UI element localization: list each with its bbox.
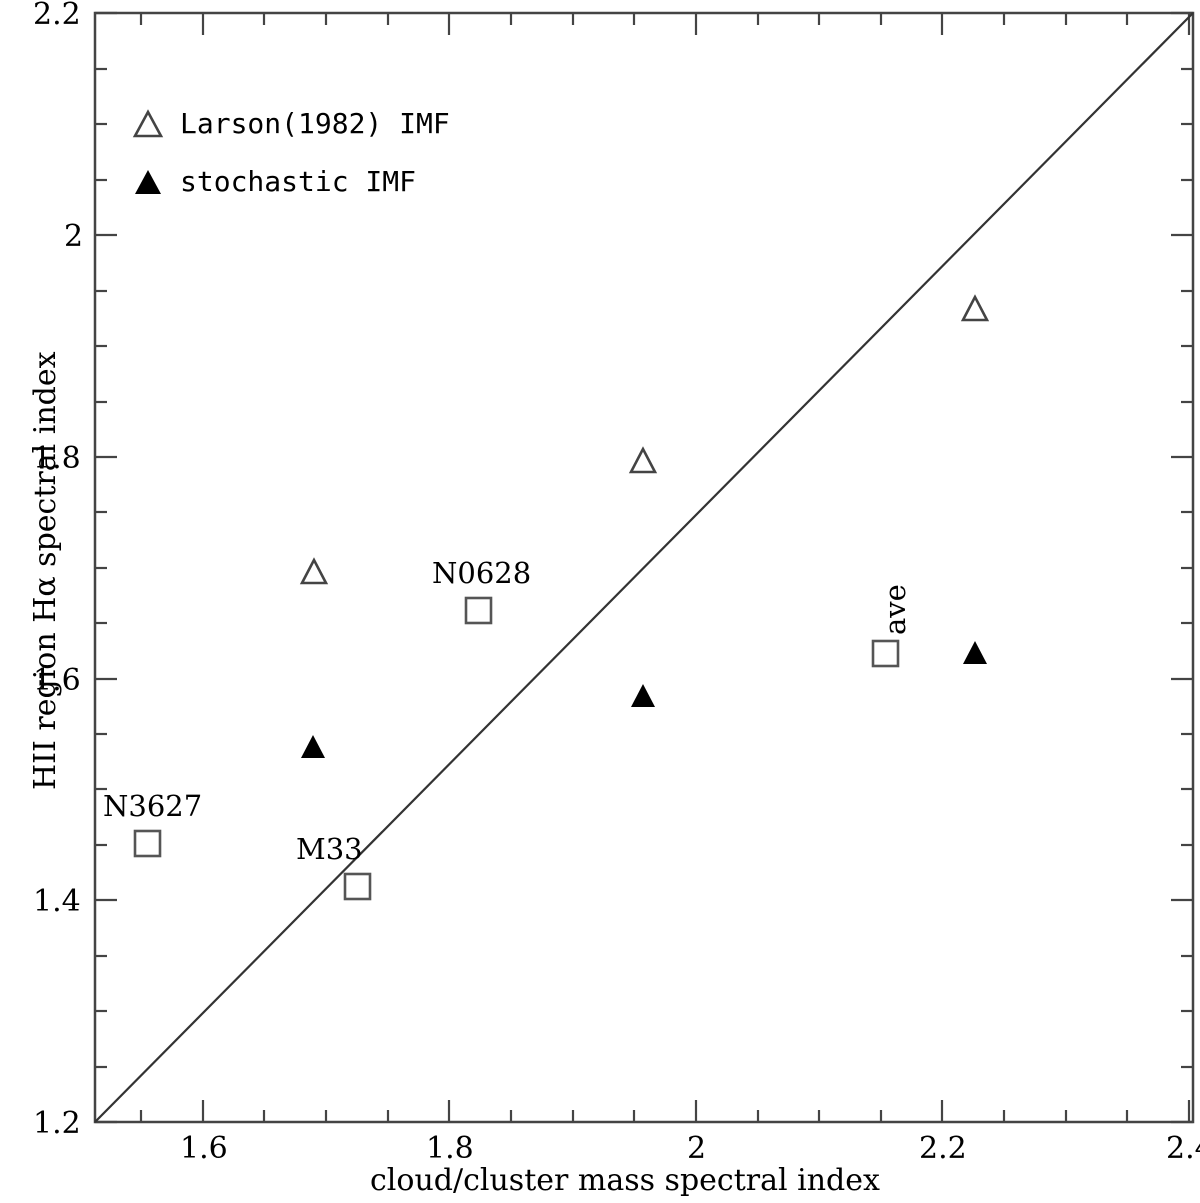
- y-tick-label-5: 1.4: [33, 884, 81, 919]
- marker-filled-triangle-2: [631, 684, 655, 707]
- y-tick-label-1: 2.2: [33, 0, 81, 32]
- marker-open-triangle-1: [299, 557, 329, 585]
- marker-square-m33: [343, 872, 372, 901]
- x-tick-label-4: 2.2: [919, 1131, 967, 1166]
- legend-open-triangle-icon: [132, 109, 164, 138]
- x-tick-label-5: 2.4: [1166, 1131, 1200, 1166]
- legend-filled-triangle-icon: [135, 170, 161, 194]
- x-axis-title: cloud/cluster mass spectral index: [370, 1163, 880, 1198]
- marker-open-triangle-2: [628, 446, 658, 474]
- x-tick-label-2: 1.8: [426, 1131, 474, 1166]
- marker-open-triangle-3: [960, 294, 990, 322]
- marker-square-n0628: [464, 596, 493, 625]
- y-axis-ticks: [95, 11, 1193, 1124]
- legend-label-larson: Larson(1982) IMF: [180, 107, 450, 140]
- x-axis-ticks: [139, 13, 1191, 1122]
- one-to-one-reference-line: [94, 12, 1194, 1123]
- y-tick-label-4: 1.6: [33, 663, 81, 698]
- point-label-m33: M33: [296, 832, 363, 866]
- marker-filled-triangle-3: [963, 641, 987, 664]
- legend-label-stochastic: stochastic IMF: [180, 165, 417, 198]
- point-label-n0628: N0628: [432, 556, 532, 590]
- series-stochastic-triangles: [301, 641, 987, 758]
- x-tick-label-3: 2: [687, 1131, 707, 1166]
- marker-square-ave: [871, 639, 900, 668]
- y-tick-label-2: 2: [64, 219, 84, 254]
- y-axis-title: HII region Hα spectral index: [28, 351, 63, 790]
- point-label-ave: ave: [878, 584, 912, 635]
- x-tick-label-1: 1.6: [180, 1131, 228, 1166]
- series-observed-squares: [133, 596, 900, 901]
- marker-square-n3627: [133, 829, 162, 858]
- legend-markers: [132, 109, 164, 194]
- marker-filled-triangle-1: [301, 735, 325, 758]
- y-tick-label-6: 1.2: [33, 1106, 81, 1141]
- series-larson-triangles: [299, 294, 990, 585]
- y-tick-label-3: 1.8: [33, 441, 81, 476]
- point-label-n3627: N3627: [103, 789, 203, 823]
